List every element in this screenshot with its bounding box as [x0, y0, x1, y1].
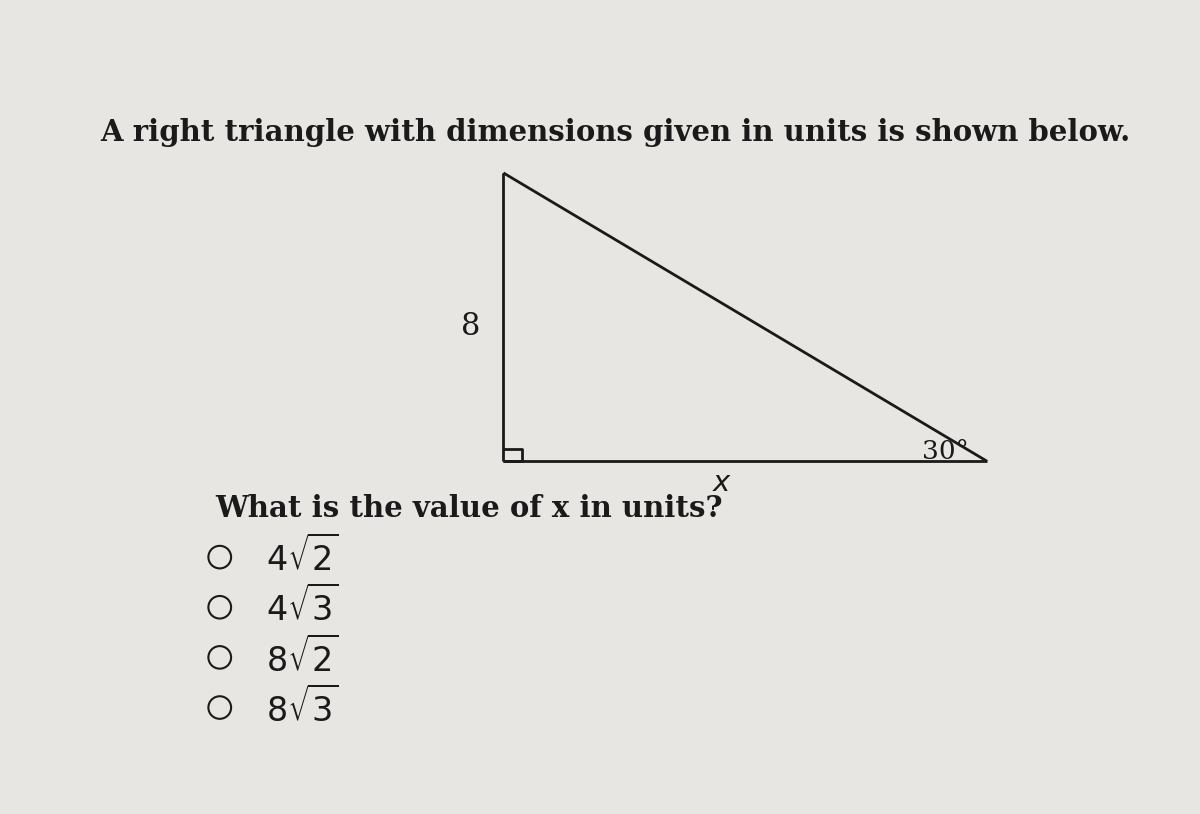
Text: $8\sqrt{2}$: $8\sqrt{2}$	[266, 637, 340, 679]
Text: 8: 8	[461, 311, 480, 342]
Text: A right triangle with dimensions given in units is shown below.: A right triangle with dimensions given i…	[100, 118, 1130, 147]
Text: $4\sqrt{2}$: $4\sqrt{2}$	[266, 536, 340, 578]
Text: $8\sqrt{3}$: $8\sqrt{3}$	[266, 686, 340, 729]
Text: $x$: $x$	[712, 469, 732, 497]
Text: $4\sqrt{3}$: $4\sqrt{3}$	[266, 586, 340, 628]
Text: What is the value of x in units?: What is the value of x in units?	[215, 494, 722, 523]
Text: 30°: 30°	[922, 440, 968, 464]
